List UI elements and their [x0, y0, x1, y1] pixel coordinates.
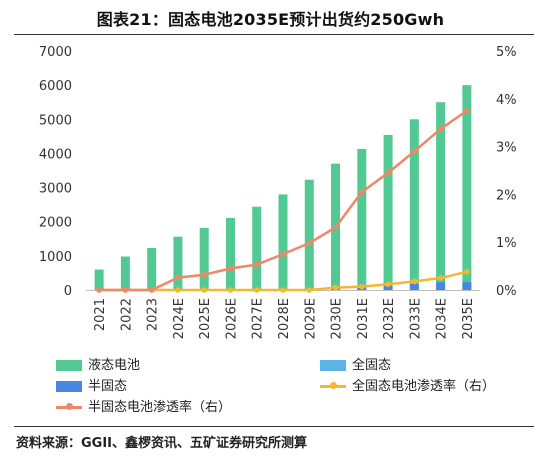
x-tick-label: 2028E: [277, 298, 292, 339]
bar-liquid: [436, 102, 446, 290]
bar-liquid: [147, 248, 157, 290]
semi-solid-rate-point: [148, 287, 155, 293]
bar-all-solid: [436, 281, 446, 283]
bar-liquid: [462, 85, 472, 291]
x-tick-label: 2029E: [303, 298, 318, 339]
x-tick-label: 2025E: [198, 298, 213, 339]
x-tick-label: 2030E: [330, 298, 345, 339]
title-divider: [14, 34, 534, 35]
y-right-tick-label: 3%: [496, 141, 517, 156]
semi-solid-rate-point: [96, 287, 102, 293]
semi-solid-rate-point: [227, 265, 234, 272]
bar-liquid: [252, 206, 262, 290]
y-left-tick-label: 6000: [39, 79, 72, 94]
semi-solid-rate-point: [437, 126, 444, 132]
bar-liquid: [383, 134, 393, 290]
y-left-tick-label: 5000: [39, 113, 72, 128]
semi-solid-rate-point: [122, 287, 129, 293]
y-left-tick-label: 7000: [39, 45, 72, 60]
chart-title: 图表21：固态电池2035E预计出货约250Gwh: [96, 10, 445, 29]
bar-semi-solid: [409, 283, 419, 290]
bar-liquid: [120, 256, 130, 290]
y-left-tick-label: 2000: [39, 216, 72, 231]
bar-all-solid: [462, 281, 472, 283]
source-divider: [14, 426, 534, 427]
all-solid-rate-point: [306, 287, 313, 293]
semi-solid-rate-point: [385, 170, 391, 176]
all-solid-rate-point: [464, 269, 470, 275]
bar-semi-solid: [436, 282, 446, 290]
bar-liquid: [357, 148, 367, 290]
y-right-tick-label: 4%: [496, 93, 517, 108]
x-tick-label: 2027E: [251, 298, 266, 339]
y-right-tick-label: 5%: [496, 45, 517, 60]
y-left-tick-label: 1000: [39, 250, 72, 265]
semi-solid-rate-point: [201, 271, 207, 278]
semi-solid-rate-point: [411, 148, 418, 155]
all-solid-rate-point: [332, 284, 339, 291]
semi-solid-rate-point: [306, 240, 313, 246]
all-solid-rate-point: [385, 281, 391, 288]
bar-semi-solid: [462, 282, 472, 290]
semi-solid-rate-point: [175, 274, 181, 281]
x-tick-label: 2024E: [172, 298, 187, 339]
x-tick-label: 2026E: [224, 298, 239, 339]
semi-solid-rate-point: [464, 107, 470, 114]
x-tick-label: 2034E: [435, 298, 450, 339]
all-solid-rate-point: [201, 287, 207, 293]
x-tick-label: 2032E: [382, 298, 397, 339]
semi-solid-rate-point: [253, 261, 260, 268]
bar-liquid: [278, 194, 288, 290]
bar-liquid: [409, 119, 419, 291]
y-right-tick-label: 2%: [496, 188, 517, 203]
y-left-tick-label: 4000: [39, 147, 72, 162]
bar-semi-solid: [383, 285, 393, 290]
all-solid-rate-point: [359, 283, 365, 290]
y-right-tick-label: 0%: [496, 284, 517, 299]
all-solid-rate-point: [253, 287, 260, 293]
bar-liquid: [225, 217, 235, 290]
all-solid-rate-point: [411, 278, 418, 285]
x-tick-label: 2035E: [461, 298, 476, 339]
all-solid-rate-point: [280, 287, 286, 293]
all-solid-rate-point: [175, 287, 181, 293]
bar-liquid: [304, 179, 314, 290]
all-solid-rate-point: [227, 287, 234, 293]
source-note: 资料来源：GGII、鑫椤资讯、五矿证券研究所测算: [16, 436, 308, 451]
y-left-tick-label: 0: [64, 284, 72, 299]
y-left-tick-label: 3000: [39, 182, 72, 197]
x-tick-label: 2023: [146, 298, 161, 331]
semi-solid-rate-point: [359, 189, 365, 195]
x-tick-label: 2033E: [408, 298, 423, 339]
bar-liquid: [94, 269, 104, 290]
all-solid-rate-point: [437, 275, 444, 281]
x-tick-label: 2021: [93, 298, 108, 331]
x-tick-label: 2031E: [356, 298, 371, 339]
semi-solid-rate-point: [332, 224, 339, 231]
x-tick-label: 2022: [119, 298, 134, 331]
bar-liquid: [199, 227, 209, 290]
y-right-tick-label: 1%: [496, 236, 517, 251]
semi-solid-rate-point: [280, 251, 286, 257]
bar-liquid: [173, 236, 183, 290]
